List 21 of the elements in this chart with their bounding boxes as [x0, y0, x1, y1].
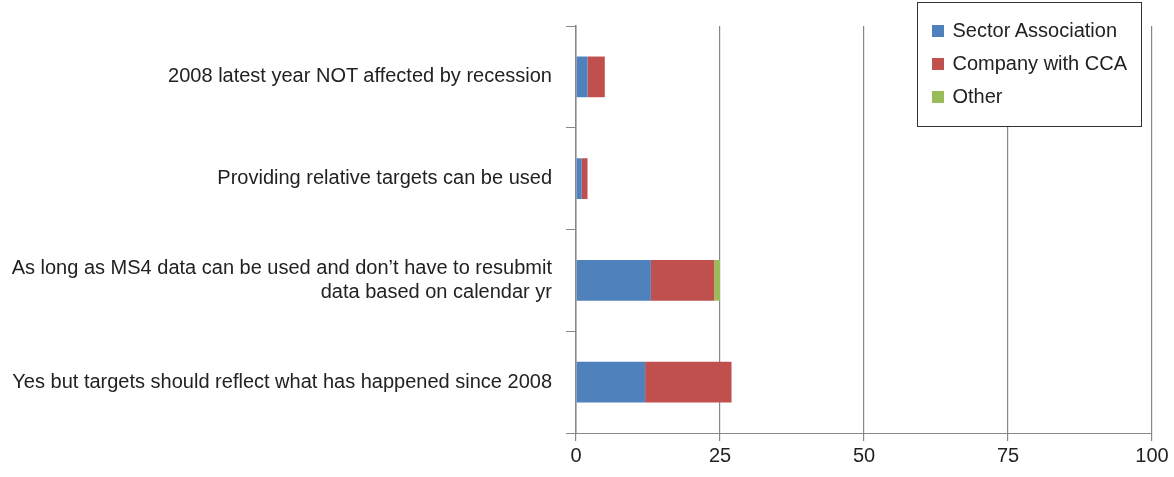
- y-tick-label: Providing relative targets can be used: [217, 166, 552, 189]
- bar: [645, 361, 732, 403]
- x-tick-label: 0: [570, 443, 582, 466]
- x-tick-label: 100: [1135, 443, 1169, 466]
- bar: [650, 260, 715, 301]
- y-tick-label: As long as MS4 data can be used and don’t have to resubmit data based on calendar yr: [11, 255, 553, 302]
- bar: [587, 56, 605, 98]
- x-tick-label: 25: [708, 443, 732, 466]
- legend-label: Other: [952, 85, 1003, 108]
- bar: [581, 158, 588, 199]
- legend-label: Sector Association: [952, 19, 1118, 42]
- bar: [576, 361, 646, 403]
- bar: [576, 158, 582, 199]
- bar: [576, 56, 588, 98]
- x-tick-label: 75: [996, 443, 1020, 466]
- x-tick-label: 50: [852, 443, 876, 466]
- y-tick-label: Yes but targets should reflect what has happened since 2008: [12, 369, 552, 392]
- bar: [714, 260, 720, 301]
- bar: [576, 260, 651, 301]
- legend-label: Company with CCA: [952, 52, 1127, 75]
- y-tick-label: 2008 latest year NOT affected by recession: [168, 64, 552, 87]
